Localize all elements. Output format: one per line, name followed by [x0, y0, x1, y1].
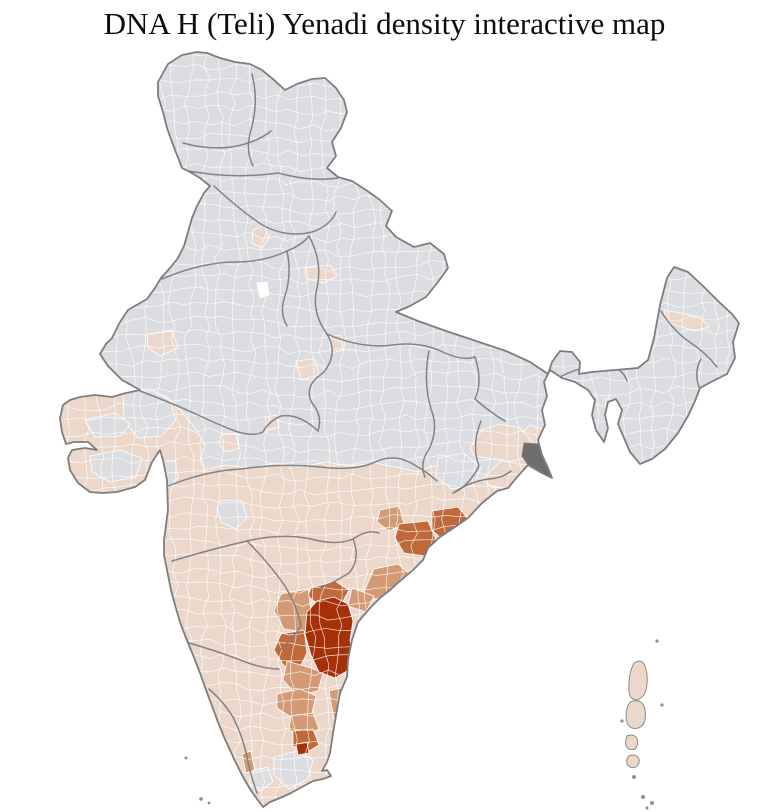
region-assam-2[interactable]: [604, 334, 630, 347]
region-tn-south-2[interactable]: [248, 766, 274, 792]
island-speck: [184, 756, 188, 760]
island-speck: [655, 639, 659, 643]
region-karnataka-coast[interactable]: [149, 490, 170, 517]
island-speck: [632, 775, 636, 779]
region-karnataka-north[interactable]: [216, 499, 248, 530]
india-country-outline: [59, 51, 740, 808]
andaman-island-south[interactable]: [625, 734, 639, 751]
india-landmass: [60, 52, 739, 807]
nicobar-island[interactable]: [626, 754, 640, 769]
andaman-island-middle[interactable]: [625, 700, 646, 729]
region-saurashtra-patch[interactable]: [89, 449, 143, 483]
region-white-district[interactable]: [256, 281, 270, 299]
island-speck: [620, 719, 624, 723]
island-speck: [645, 806, 649, 810]
island-speck: [660, 703, 664, 707]
island-speck: [199, 797, 203, 801]
region-rajasthan-patch[interactable]: [146, 330, 179, 357]
region-odisha-coast-1[interactable]: [376, 505, 405, 532]
map-title: DNA H (Teli) Yenadi density interactive …: [103, 6, 666, 41]
island-speck: [207, 801, 211, 805]
state-borders: [139, 73, 718, 794]
island-speck: [650, 801, 654, 805]
region-chittoor[interactable]: [282, 660, 324, 696]
lakshadweep-islands: [184, 756, 211, 805]
andaman-nicobar-islands: [620, 639, 664, 810]
andaman-island-north[interactable]: [628, 660, 648, 701]
region-west-bengal-north[interactable]: [531, 311, 562, 338]
island-speck: [641, 795, 645, 799]
region-delhi[interactable]: [251, 225, 270, 249]
